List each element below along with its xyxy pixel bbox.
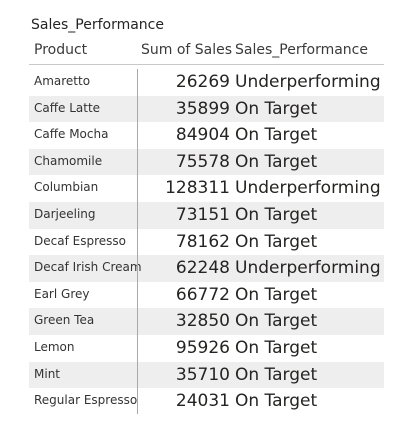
performance-cell: On Target: [235, 204, 318, 225]
performance-cell: On Target: [235, 311, 318, 332]
product-cell: Caffe Latte: [34, 100, 101, 115]
sales-performance-table[interactable]: Product Sum of Sales Sales_Performance A…: [29, 36, 384, 415]
performance-cell: Underperforming: [235, 72, 381, 92]
product-cell: Caffe Mocha: [34, 127, 109, 142]
column-header-product[interactable]: Product: [34, 42, 88, 58]
table-header-row: Product Sum of Sales Sales_Performance: [29, 36, 384, 65]
table-row[interactable]: Amaretto 26269 Underperforming: [29, 69, 384, 96]
table-row[interactable]: Green Tea 32850 On Target: [29, 308, 384, 335]
sales-cell: 26269: [175, 72, 230, 92]
table-row[interactable]: Chamomile 75578 On Target: [29, 148, 384, 176]
performance-cell: Underperforming: [235, 178, 381, 199]
sales-cell: 35899: [175, 98, 230, 119]
product-cell: Earl Grey: [34, 286, 90, 301]
sales-cell: 95926: [175, 337, 230, 358]
table-row[interactable]: Earl Grey 66772 On Target: [29, 282, 384, 309]
column-divider[interactable]: [137, 69, 138, 414]
product-cell: Darjeeling: [34, 206, 96, 221]
table-row[interactable]: Decaf Irish Cream 62248 Underperforming: [29, 255, 384, 282]
sales-cell: 84904: [175, 125, 230, 146]
sales-cell: 62248: [175, 258, 230, 279]
sales-cell: 66772: [175, 284, 230, 305]
performance-cell: On Target: [235, 151, 318, 172]
performance-cell: On Target: [235, 337, 318, 358]
table-row[interactable]: Darjeeling 73151 On Target: [29, 201, 384, 229]
performance-cell: On Target: [235, 284, 318, 305]
visual-title: Sales_Performance: [31, 17, 164, 33]
sales-cell: 128311: [165, 178, 230, 199]
performance-cell: On Target: [235, 125, 318, 146]
table-row[interactable]: Mint 35710 On Target: [29, 361, 384, 389]
performance-cell: Underperforming: [235, 258, 381, 279]
sales-cell: 32850: [175, 311, 230, 332]
column-header-sales-performance[interactable]: Sales_Performance: [235, 42, 368, 58]
performance-cell: On Target: [235, 364, 318, 385]
product-cell: Columbian: [34, 180, 99, 195]
table-row[interactable]: Columbian 128311 Underperforming: [29, 175, 384, 202]
product-cell: Lemon: [34, 339, 75, 354]
product-cell: Green Tea: [34, 313, 95, 328]
table-row[interactable]: Caffe Latte 35899 On Target: [29, 95, 384, 123]
product-cell: Decaf Irish Cream: [34, 260, 142, 275]
sales-cell: 24031: [175, 391, 230, 412]
product-cell: Regular Espresso: [34, 393, 138, 408]
product-cell: Mint: [34, 366, 60, 381]
table-row[interactable]: Regular Espresso 24031 On Target: [29, 388, 384, 415]
table-row[interactable]: Caffe Mocha 84904 On Target: [29, 122, 384, 149]
sales-cell: 75578: [175, 151, 230, 172]
table-body: Amaretto 26269 Underperforming Caffe Lat…: [29, 69, 384, 415]
performance-cell: On Target: [235, 231, 318, 252]
product-cell: Chamomile: [34, 153, 103, 168]
table-row[interactable]: Decaf Espresso 78162 On Target: [29, 229, 384, 256]
sales-cell: 73151: [175, 204, 230, 225]
sales-cell: 78162: [175, 231, 230, 252]
product-cell: Amaretto: [34, 74, 91, 88]
column-header-sum-of-sales[interactable]: Sum of Sales: [141, 42, 233, 58]
table-row[interactable]: Lemon 95926 On Target: [29, 335, 384, 362]
performance-cell: On Target: [235, 98, 318, 119]
sales-cell: 35710: [175, 364, 230, 385]
product-cell: Decaf Espresso: [34, 233, 126, 248]
performance-cell: On Target: [235, 391, 318, 412]
